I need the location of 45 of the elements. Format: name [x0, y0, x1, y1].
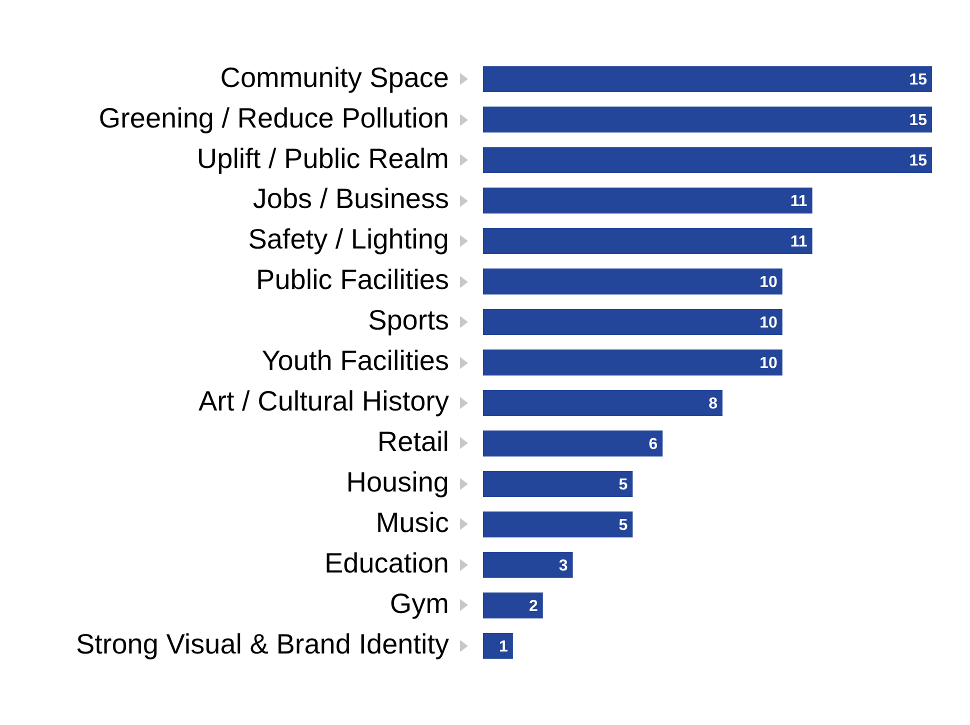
bar: [483, 350, 782, 376]
data-label: 6: [648, 436, 658, 453]
y-tick-label: Public Facilities: [256, 264, 449, 296]
data-label: 5: [618, 516, 628, 534]
y-tick-label: Art / Cultural History: [198, 386, 449, 417]
y-tick-label: Gym: [390, 588, 449, 620]
bar: [483, 592, 543, 618]
data-label: 15: [909, 112, 928, 129]
bar: [483, 106, 932, 132]
data-label: 15: [909, 152, 928, 170]
bar: [483, 309, 782, 335]
bar: [483, 552, 573, 578]
bar: [483, 471, 633, 497]
data-label: 11: [790, 233, 808, 250]
data-label: 10: [760, 314, 778, 332]
y-tick-label: Uplift / Public Realm: [196, 142, 449, 174]
data-label: 1: [499, 638, 508, 656]
y-tick-label: Sports: [368, 304, 449, 336]
data-label: 15: [909, 71, 928, 88]
bar: [483, 632, 513, 659]
y-tick-label: Music: [376, 507, 449, 538]
y-tick-label: Youth Facilities: [262, 345, 449, 376]
y-tick-label: Safety / Lighting: [248, 224, 449, 255]
bar: [483, 66, 932, 92]
y-tick-label: Strong Visual & Brand Identity: [76, 628, 449, 660]
data-label: 10: [760, 354, 778, 372]
bar: [483, 430, 663, 456]
y-tick-label: Greening / Reduce Pollution: [98, 102, 449, 134]
y-tick-label: Education: [324, 548, 449, 579]
bar: [483, 512, 633, 538]
y-tick-label: Jobs / Business: [252, 183, 449, 214]
data-label: 10: [760, 274, 778, 291]
y-tick-label: Community Space: [220, 62, 449, 93]
bar: [483, 228, 812, 254]
y-tick-label: Retail: [377, 426, 449, 458]
data-label: 2: [528, 598, 538, 615]
bar: [483, 147, 932, 173]
data-label: 8: [708, 395, 718, 412]
bar: [483, 188, 812, 214]
data-label: 11: [790, 192, 808, 210]
bar: [483, 268, 782, 294]
bar: [483, 390, 722, 416]
data-label: 3: [558, 557, 568, 574]
y-tick-label: Housing: [346, 466, 449, 498]
data-label: 5: [618, 476, 628, 494]
